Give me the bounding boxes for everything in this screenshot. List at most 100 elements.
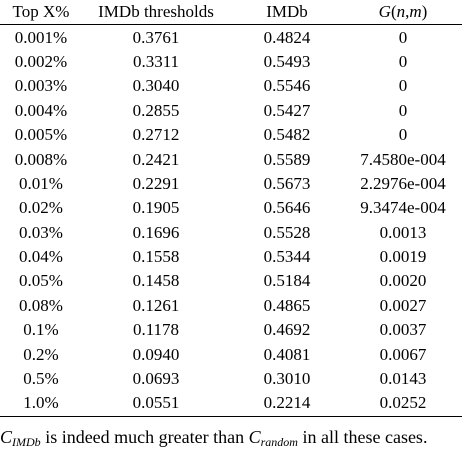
cell-imdb: 0.5344 (263, 247, 311, 267)
g-func-symbol: G (378, 2, 391, 22)
g-arg-n: n (396, 2, 406, 22)
header-top-x: Top X% (12, 2, 70, 22)
cell-imdb: 0.5673 (263, 173, 311, 193)
cell-g-value: 0.0143 (379, 369, 427, 389)
table-header: Top X% IMDb thresholds IMDb G(n,m) (0, 0, 462, 25)
cell-g-value: 0.0037 (379, 320, 427, 340)
table-row: 0.001% 0.3761 0.4824 0 (0, 25, 462, 50)
cell-imdb: 0.5646 (263, 198, 311, 218)
table-row: 0.02% 0.1905 0.5646 9.3474e-004 (0, 196, 462, 220)
cell-imdb-threshold: 0.1261 (132, 295, 180, 315)
cell-top-x: 0.5% (23, 369, 59, 389)
cell-top-x: 0.02% (19, 198, 63, 218)
cell-imdb: 0.4865 (263, 295, 311, 315)
table-row: 0.04% 0.1558 0.5344 0.0019 (0, 245, 462, 269)
caption-text: CIMDb is indeed much greater than Crando… (0, 425, 474, 449)
cell-imdb-threshold: 0.3311 (132, 51, 180, 71)
g-comma: , (405, 2, 410, 22)
cell-imdb: 0.4081 (263, 344, 311, 364)
caption-var-c-random: C (248, 427, 261, 447)
cell-imdb-threshold: 0.1696 (132, 222, 180, 242)
table-row: 0.008% 0.2421 0.5589 7.4580e-004 (0, 147, 462, 171)
table-row: 0.01% 0.2291 0.5673 2.2976e-004 (0, 172, 462, 196)
table-body: 0.001% 0.3761 0.4824 0 0.002% 0.3311 0.5… (0, 25, 462, 417)
cell-top-x: 0.01% (19, 173, 63, 193)
g-open-paren: ( (390, 2, 397, 22)
cell-imdb-threshold: 0.0940 (132, 344, 180, 364)
cell-top-x: 0.1% (23, 320, 59, 340)
caption-sub-random: random (260, 435, 298, 449)
cell-imdb-threshold: 0.0551 (132, 393, 180, 413)
cell-g-value: 0 (398, 76, 408, 96)
results-table-container: Top X% IMDb thresholds IMDb G(n,m) 0.001… (0, 0, 462, 417)
table-row: 0.003% 0.3040 0.5546 0 (0, 74, 462, 98)
cell-top-x: 0.004% (14, 100, 68, 120)
cell-imdb-threshold: 0.1558 (132, 247, 180, 267)
table-row: 0.03% 0.1696 0.5528 0.0013 (0, 221, 462, 245)
cell-top-x: 0.003% (14, 76, 68, 96)
header-g-function: G(n,m) (344, 0, 462, 25)
cell-g-value: 7.4580e-004 (360, 149, 446, 169)
table-row: 0.5% 0.0693 0.3010 0.0143 (0, 367, 462, 391)
cell-top-x: 0.2% (23, 344, 59, 364)
cell-imdb: 0.4824 (263, 27, 311, 47)
g-close-paren: ) (421, 2, 428, 22)
cell-g-value: 0.0019 (379, 247, 427, 267)
caption-sub-imdb: IMDb (12, 435, 41, 449)
table-row: 0.05% 0.1458 0.5184 0.0020 (0, 269, 462, 293)
caption-middle-text: is indeed much greater than (40, 427, 249, 447)
cell-top-x: 0.04% (19, 247, 63, 267)
cell-imdb: 0.5493 (263, 51, 311, 71)
table-row: 0.08% 0.1261 0.4865 0.0027 (0, 294, 462, 318)
cell-g-value: 0 (398, 51, 408, 71)
table-row: 0.002% 0.3311 0.5493 0 (0, 50, 462, 74)
cell-imdb: 0.5427 (263, 100, 311, 120)
cell-g-value: 0.0027 (379, 295, 427, 315)
g-arg-m: m (409, 2, 422, 22)
cell-g-value: 0.0067 (379, 344, 427, 364)
cell-g-value: 0.0013 (379, 222, 427, 242)
cell-top-x: 0.001% (14, 27, 68, 47)
cell-imdb: 0.2214 (263, 393, 311, 413)
cell-g-value: 0 (398, 27, 408, 47)
cell-imdb: 0.5546 (263, 76, 311, 96)
caption-end-text: in all these cases. (297, 427, 428, 447)
table-row: 1.0% 0.0551 0.2214 0.0252 (0, 391, 462, 417)
table-row: 0.004% 0.2855 0.5427 0 (0, 99, 462, 123)
cell-g-value: 0.0020 (379, 271, 427, 291)
cell-imdb-threshold: 0.1905 (132, 198, 180, 218)
cell-top-x: 0.005% (14, 125, 68, 145)
table-row: 0.2% 0.0940 0.4081 0.0067 (0, 342, 462, 366)
cell-imdb-threshold: 0.0693 (132, 369, 180, 389)
cell-imdb-threshold: 0.1178 (132, 320, 180, 340)
cell-g-value: 9.3474e-004 (360, 198, 446, 218)
cell-g-value: 0.0252 (379, 393, 427, 413)
cell-top-x: 0.05% (19, 271, 63, 291)
cell-imdb: 0.4692 (263, 320, 311, 340)
cell-imdb: 0.5482 (263, 125, 311, 145)
cell-g-value: 0 (398, 125, 408, 145)
cell-imdb: 0.5184 (263, 271, 311, 291)
cell-imdb: 0.5589 (263, 149, 311, 169)
cell-imdb: 0.5528 (263, 222, 311, 242)
cell-imdb-threshold: 0.1458 (132, 271, 180, 291)
table-row: 0.1% 0.1178 0.4692 0.0037 (0, 318, 462, 342)
cell-imdb-threshold: 0.2421 (132, 149, 180, 169)
caption-var-c-imdb: C (0, 427, 13, 447)
cell-g-value: 2.2976e-004 (360, 173, 446, 193)
cell-top-x: 0.002% (14, 51, 68, 71)
cell-g-value: 0 (398, 100, 408, 120)
header-imdb: IMDb (266, 2, 308, 22)
cell-imdb-threshold: 0.3761 (132, 27, 180, 47)
results-table: Top X% IMDb thresholds IMDb G(n,m) 0.001… (0, 0, 462, 417)
cell-top-x: 0.008% (14, 149, 68, 169)
cell-top-x: 0.03% (19, 222, 63, 242)
cell-imdb-threshold: 0.2855 (132, 100, 180, 120)
cell-top-x: 1.0% (23, 393, 59, 413)
cell-imdb: 0.3010 (263, 369, 311, 389)
cell-top-x: 0.08% (19, 295, 63, 315)
cell-imdb-threshold: 0.2291 (132, 173, 180, 193)
header-imdb-thresholds: IMDb thresholds (98, 2, 214, 22)
header-row: Top X% IMDb thresholds IMDb G(n,m) (0, 0, 462, 25)
cell-imdb-threshold: 0.2712 (132, 125, 180, 145)
